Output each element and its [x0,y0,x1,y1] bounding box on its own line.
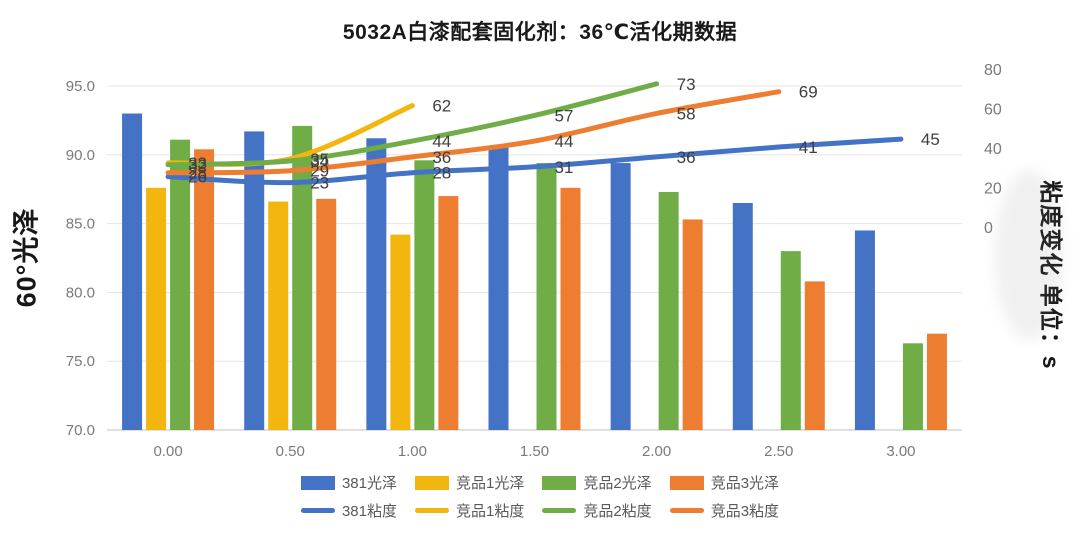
legend-bar-swatch-icon [542,475,577,490]
legend: 381光泽 竞品1光泽 竞品2光泽 竞品3光泽 381粘度 竞品1粘度 竞品2粘度 竞品3粘度 [0,472,1080,521]
bar-0-cat-1 [244,131,265,430]
right-axis-tick-label: 80 [984,62,1002,79]
line-data-label: 33 [188,154,207,173]
legend-item: 竞品3光泽 [669,472,780,493]
line-data-label: 62 [432,97,451,116]
bar-3-cat-0 [194,149,215,430]
bar-0-cat-4 [610,163,631,430]
left-axis-tick-label: 90.0 [66,147,95,164]
bar-0-cat-0 [122,113,143,431]
bar-0-cat-5 [732,202,753,430]
legend-label: 竞品1粘度 [456,503,525,520]
bar-0-cat-6 [854,230,875,430]
line-data-label: 35 [310,150,329,169]
line-data-label: 31 [555,158,574,177]
legend-item: 竞品3粘度 [669,500,780,521]
legend-item: 竞品2粘度 [542,500,652,521]
watermark-smudge [995,170,1063,340]
bar-2-cat-6 [902,343,923,430]
bar-2-cat-4 [658,191,679,430]
x-axis-tick-label: 2.00 [642,443,671,460]
legend-item: 381光泽 [300,472,397,493]
line-data-label: 28 [432,164,451,183]
right-axis-tick-label: 40 [984,141,1002,158]
legend-item: 竞品1粘度 [415,500,524,521]
line-data-label: 36 [677,148,696,167]
bar-3-cat-6 [926,333,947,430]
line-data-label: 44 [432,132,451,151]
line-data-label: 29 [310,162,329,181]
bar-2-cat-5 [780,251,801,430]
chart-title: 5032A白漆配套固化剂：36℃活化期数据 [342,21,738,44]
legend-label: 竞品2光泽 [583,475,652,492]
line-3 [165,89,782,176]
left-axis-tick-label: 95.0 [66,78,95,95]
bar-2-cat-2 [414,160,435,430]
line-data-label: 28 [188,164,207,183]
bar-3-cat-1 [316,198,337,430]
legend-label: 竞品1光泽 [456,475,525,492]
legend-row-lines: 381粘度 竞品1粘度 竞品2粘度 竞品3粘度 [300,500,780,521]
legend-bar-swatch-icon [300,475,335,490]
line-data-label: 73 [677,75,696,94]
legend-item: 竞品1光泽 [415,472,524,493]
bar-1-cat-1 [268,201,289,430]
x-axis-tick-label: 0.50 [276,443,305,460]
bar-2-cat-3 [536,163,557,430]
legend-label: 竞品3光泽 [710,475,780,492]
bar-2-cat-1 [292,125,313,431]
legend-line-swatch-icon [669,508,704,513]
legend-row-bars: 381光泽 竞品1光泽 竞品2光泽 竞品3光泽 [300,472,780,493]
line-2 [165,81,660,168]
line-0 [165,136,904,186]
left-axis-tick-label: 80.0 [66,284,95,301]
legend-label: 381粘度 [341,503,397,520]
legend-label: 竞品3粘度 [710,503,780,520]
line-data-label: 44 [555,132,574,151]
legend-label: 381光泽 [341,475,397,492]
legend-item: 381粘度 [300,500,397,521]
line-data-label: 23 [310,174,329,193]
legend-line-swatch-icon [300,508,335,513]
x-axis-tick-label: 1.50 [520,443,549,460]
legend-item: 竞品2光泽 [542,472,652,493]
legend-bar-swatch-icon [669,475,704,490]
line-data-label: 36 [432,148,451,167]
legend-label: 竞品2粘度 [583,503,652,520]
bar-1-cat-2 [390,234,411,430]
line-data-label: 58 [677,104,696,123]
x-axis-tick-label: 0.00 [153,443,182,460]
legend-bar-swatch-icon [415,475,449,490]
bar-3-cat-4 [682,219,703,430]
line-data-label: 32 [188,156,207,175]
legend-line-swatch-icon [415,508,449,513]
x-axis-tick-label: 2.50 [764,443,793,460]
left-axis-tick-label: 75.0 [66,353,95,370]
line-data-label: 69 [799,83,818,102]
x-axis-tick-label: 1.00 [398,443,427,460]
left-axis-tick-label: 85.0 [66,216,95,233]
x-axis-tick-label: 3.00 [886,443,915,460]
bar-3-cat-5 [804,281,825,430]
left-axis-tick-label: 70.0 [66,422,95,439]
bar-0-cat-3 [488,146,509,430]
legend-line-swatch-icon [542,508,577,513]
bar-1-cat-0 [146,187,167,430]
bar-3-cat-3 [560,187,581,430]
right-axis-tick-label: 0 [984,220,993,237]
line-data-label: 57 [555,106,574,125]
bar-2-cat-0 [170,139,191,430]
line-data-label: 41 [799,138,818,157]
right-axis-tick-label: 20 [984,181,1002,198]
line-data-label: 34 [310,152,329,171]
line-data-label: 45 [921,130,940,149]
bar-3-cat-2 [438,196,459,430]
bar-0-cat-2 [366,138,387,430]
right-axis-tick-label: 60 [984,102,1002,119]
line-data-label: 26 [188,168,207,187]
